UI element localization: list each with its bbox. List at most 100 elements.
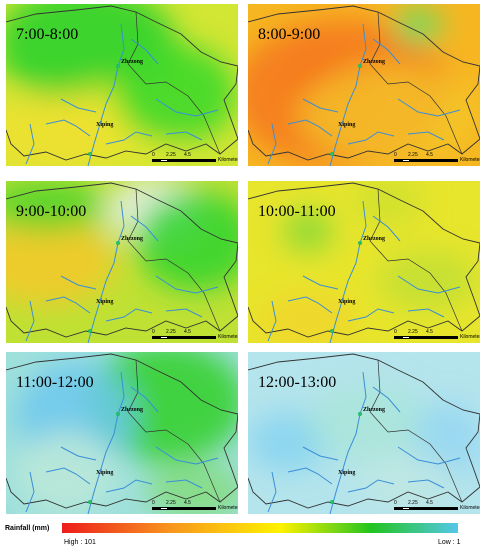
town-label-zhezong: Zhezong [121,59,144,65]
time-interval-label: 7:00-8:00 [16,26,79,43]
river [105,479,153,493]
river [60,98,97,113]
town-marker [329,328,334,333]
time-interval-label: 9:00-10:00 [16,203,87,220]
river [407,131,445,141]
time-interval-label: 12:00-13:00 [258,374,337,391]
river [60,275,97,290]
scale-bar: 0 2.25 4.5 Kilometers [152,500,238,514]
town-marker [87,151,92,156]
scale-tick-label: 2.25 [408,500,418,506]
scale-tick-label: 0 [152,329,155,335]
legend-title: Rainfall (mm) [5,525,50,532]
river [347,308,395,322]
river [329,23,367,166]
river [130,386,159,413]
town-marker [357,64,362,69]
basin-boundary [6,353,238,509]
time-interval-label: 10:00-11:00 [258,203,336,220]
rainfall-map-panel: 12:00-13:00 Zhezong Xiping 0 2.25 4.5 Kilomete… [248,352,480,514]
river [165,479,203,489]
scale-unit-label: Kilometers [460,334,480,340]
scale-tick-label: 4.5 [426,152,433,158]
rainfall-intensity-area [248,412,328,472]
river [130,38,159,65]
river [267,123,277,165]
river [155,275,219,294]
river [329,200,367,343]
scale-unit-label: Kilometers [218,157,238,163]
rainfall-intensity-area [146,462,238,514]
scale-bar: 0 2.25 4.5 Kilometers [152,329,238,343]
town-label-xiping: Xiping [96,122,114,128]
river [287,119,333,137]
river [287,467,333,485]
river [397,98,461,117]
sub-basin-boundary [369,359,463,503]
sub-basin-boundary [369,188,463,332]
scale-unit-label: Kilometers [460,157,480,163]
river [302,446,339,461]
scale-tick-label: 0 [394,152,397,158]
rainfall-intensity-area [6,216,116,306]
town-marker [115,241,120,246]
river [397,275,461,294]
river [302,98,339,113]
scale-tick-label: 2.25 [166,329,176,335]
basin-boundary [248,353,480,509]
scale-tick-label: 2.25 [166,500,176,506]
rainfall-surface [6,181,238,343]
scale-unit-label: Kilometers [218,334,238,340]
river [407,479,445,489]
legend-high-label: High : 101 [64,539,96,546]
sub-basin-boundary [127,188,221,332]
rainfall-surface [248,352,480,514]
legend-low-label: Low : 1 [438,539,461,546]
town-marker [329,499,334,504]
scale-tick-label: 4.5 [184,500,191,506]
rainfall-surface [6,4,238,166]
river [45,119,91,137]
river [87,371,125,514]
sub-basin-boundary [127,359,221,503]
river [372,386,401,413]
town-label-xiping: Xiping [338,299,356,305]
basin-boundary [6,182,238,338]
river [329,371,367,514]
river [155,446,219,465]
town-label-xiping: Xiping [96,299,114,305]
rainfall-surface [6,352,238,514]
rainfall-intensity-area [16,432,116,512]
scale-unit-label: Kilometers [460,505,480,511]
time-interval-label: 11:00-12:00 [16,374,94,391]
town-label-xiping: Xiping [96,470,114,476]
river [372,215,401,242]
town-marker [115,412,120,417]
river [87,23,125,166]
river [165,131,203,141]
river [155,98,219,117]
town-label-zhezong: Zhezong [363,59,386,65]
rainfall-intensity-area [308,382,428,462]
river [25,471,35,513]
scale-bar: 0 2.25 4.5 Kilometers [152,152,238,166]
rainfall-map-panel: 8:00-9:00 Zhezong Xiping 0 2.25 4.5 Kilometers [248,4,480,166]
river [87,200,125,343]
rainfall-intensity-area [353,181,423,226]
town-label-xiping: Xiping [338,122,356,128]
town-marker [115,64,120,69]
rainfall-intensity-area [378,251,478,311]
rainfall-intensity-area [116,44,236,144]
rainfall-map-panel: 9:00-10:00 Zhezong Xiping 0 2.25 4.5 Kilometer… [6,181,238,343]
scale-tick-label: 0 [152,500,155,506]
river [347,131,395,145]
rainfall-intensity-area [6,181,106,231]
river [372,38,401,65]
scale-tick-label: 0 [394,329,397,335]
river [165,308,203,318]
town-label-xiping: Xiping [338,470,356,476]
scale-tick-label: 4.5 [184,329,191,335]
river [45,467,91,485]
river [25,123,35,165]
scale-bar: 0 2.25 4.5 Kilometers [394,500,480,514]
